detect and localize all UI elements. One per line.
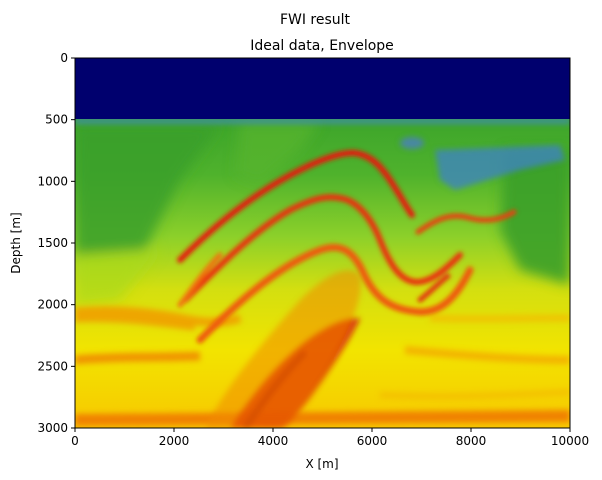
- green-region-top-mid: [235, 122, 320, 185]
- reflector-anticline-2: [182, 194, 463, 303]
- x-tick-label: 0: [71, 434, 79, 448]
- x-tick-label: 8000: [456, 434, 487, 448]
- y-tick-label: 2500: [37, 359, 68, 373]
- x-tick-label: 6000: [357, 434, 388, 448]
- band-depth-2150: [75, 306, 242, 331]
- y-axis: 0 500 1000 1500 2000 2500 3000: [37, 51, 75, 435]
- x-tick-label: 10000: [551, 434, 589, 448]
- y-tick-label: 2000: [37, 298, 68, 312]
- band-right-2450: [404, 346, 570, 364]
- deep-orange-halo: [205, 270, 361, 428]
- x-axis: 0 2000 4000 6000 8000 10000: [71, 428, 589, 448]
- green-region-right: [500, 150, 570, 285]
- x-tick-label: 4000: [258, 434, 289, 448]
- reflector-anticline-3: [196, 243, 474, 344]
- light-green-region-mid: [75, 250, 160, 305]
- blue-patch-top-right: [435, 145, 565, 190]
- band-depth-2950: [75, 410, 570, 426]
- y-tick-label: 0: [60, 51, 68, 65]
- reflector-syncline-short: [417, 273, 451, 303]
- heatmap-image: [75, 58, 570, 428]
- y-tick-label: 3000: [37, 421, 68, 435]
- band-depth-2450: [75, 351, 201, 365]
- chart-title: Ideal data, Envelope: [250, 38, 394, 54]
- y-tick-label: 1500: [37, 236, 68, 250]
- green-region-left: [75, 125, 220, 255]
- x-tick-label: 2000: [159, 434, 190, 448]
- y-axis-label: Depth [m]: [9, 212, 23, 273]
- x-axis-label: X [m]: [305, 457, 338, 471]
- blue-thin-layer: [75, 118, 570, 124]
- y-tick-label: 500: [45, 113, 68, 127]
- figure-suptitle: FWI result: [280, 12, 351, 28]
- band-right-2150: [429, 314, 570, 323]
- blue-patch-small: [400, 137, 424, 149]
- water-layer: [75, 58, 570, 119]
- y-tick-label: 1000: [37, 174, 68, 188]
- reflector-anticline-top: [177, 149, 415, 263]
- band-right-2800: [379, 389, 570, 400]
- reflector-right-limb: [415, 209, 517, 235]
- reflector-left-limb: [177, 252, 223, 308]
